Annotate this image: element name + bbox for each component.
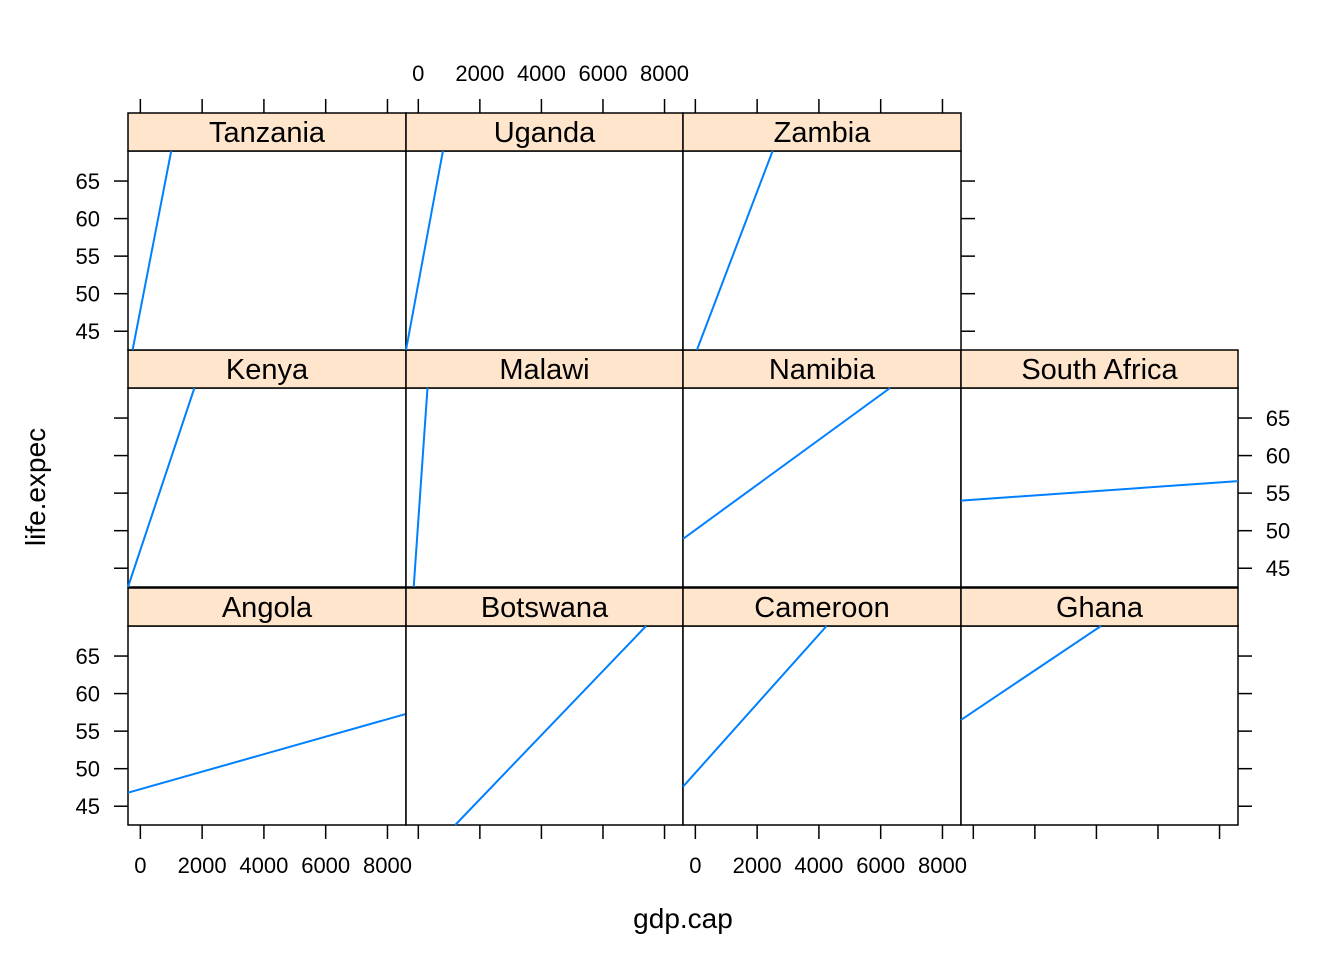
strip-label-kenya: Kenya <box>226 354 309 386</box>
series-line-zambia <box>695 150 774 351</box>
strip-label-south-africa: South Africa <box>1021 354 1178 386</box>
x-tick-label-bottom-c0-0: 0 <box>134 853 146 878</box>
y-tick-label-r1-45: 45 <box>1266 556 1290 581</box>
y-tick-label-r1-55: 55 <box>1266 481 1290 506</box>
panel-frame-tanzania <box>127 150 407 351</box>
strip-label-tanzania: Tanzania <box>209 117 326 149</box>
x-tick-label-top-c1-6000: 6000 <box>579 61 628 86</box>
x-tick-label-bottom-c2-0: 0 <box>689 853 701 878</box>
panel-frame-zambia <box>682 150 962 351</box>
strip-label-botswana: Botswana <box>481 592 609 624</box>
x-tick-label-bottom-c0-4000: 4000 <box>239 853 288 878</box>
y-axis-title: life.expec <box>20 428 51 546</box>
panels-layer: Angola Botswana Cameroon Ghana Kenya Malawi Na… <box>127 112 1239 826</box>
strip-angola <box>127 587 407 627</box>
series-line-uganda <box>405 150 444 351</box>
y-tick-label-r2-60: 60 <box>76 207 100 232</box>
panel-kenya: Kenya <box>127 349 407 588</box>
x-tick-label-bottom-c2-2000: 2000 <box>733 853 782 878</box>
x-tick-label-bottom-c2-4000: 4000 <box>794 853 843 878</box>
panel-namibia: Namibia <box>682 349 962 588</box>
series-line-south-africa <box>960 480 1239 502</box>
series-line-ghana <box>960 625 1102 721</box>
strip-kenya <box>127 349 407 389</box>
x-tick-label-bottom-c0-2000: 2000 <box>178 853 227 878</box>
panel-tanzania: Tanzania <box>127 112 407 351</box>
panel-frame-namibia <box>682 387 962 588</box>
panel-frame-ghana <box>960 625 1239 826</box>
strip-label-ghana: Ghana <box>1056 592 1144 624</box>
y-tick-label-r0-45: 45 <box>76 794 100 819</box>
strip-uganda <box>405 112 684 152</box>
ticks-layer: 45 50 55 60 65 45 50 55 60 65 45 50 55 60 65 0 2000 4000 6… <box>76 61 1291 878</box>
panel-frame-cameroon <box>682 625 962 826</box>
y-tick-label-r1-65: 65 <box>1266 406 1290 431</box>
x-tick-label-bottom-c0-8000: 8000 <box>363 853 412 878</box>
series-line-kenya <box>127 387 196 588</box>
y-tick-label-r0-60: 60 <box>76 682 100 707</box>
y-tick-label-r1-50: 50 <box>1266 519 1290 544</box>
y-tick-label-r0-50: 50 <box>76 757 100 782</box>
panel-angola: Angola <box>127 587 407 826</box>
panel-frame-angola <box>127 625 407 826</box>
series-line-cameroon <box>682 625 828 788</box>
x-tick-label-bottom-c0-6000: 6000 <box>301 853 350 878</box>
strip-botswana <box>405 587 684 627</box>
panel-ghana: Ghana <box>960 587 1239 826</box>
panel-frame-south-africa <box>960 387 1239 588</box>
strip-namibia <box>682 349 962 389</box>
x-tick-label-top-c1-0: 0 <box>412 61 424 86</box>
x-tick-label-top-c1-2000: 2000 <box>455 61 504 86</box>
x-axis-title: gdp.cap <box>633 903 733 934</box>
y-tick-label-r0-65: 65 <box>76 644 100 669</box>
y-tick-label-r2-55: 55 <box>76 244 100 269</box>
series-line-namibia <box>682 387 891 540</box>
panel-malawi: Malawi <box>405 349 684 588</box>
y-tick-label-r2-65: 65 <box>76 169 100 194</box>
series-line-malawi <box>412 387 429 588</box>
strip-label-namibia: Namibia <box>769 354 876 386</box>
y-tick-label-r2-50: 50 <box>76 282 100 307</box>
x-tick-label-top-c1-4000: 4000 <box>517 61 566 86</box>
strip-malawi <box>405 349 684 389</box>
panel-frame-malawi <box>405 387 684 588</box>
strip-cameroon <box>682 587 962 627</box>
panel-frame-botswana <box>405 625 684 826</box>
y-tick-label-r2-45: 45 <box>76 319 100 344</box>
panel-cameroon: Cameroon <box>682 587 962 826</box>
x-tick-label-top-c1-8000: 8000 <box>640 61 689 86</box>
strip-label-angola: Angola <box>222 592 313 624</box>
strip-label-cameroon: Cameroon <box>754 592 889 624</box>
panel-frame-kenya <box>127 387 407 588</box>
x-tick-label-bottom-c2-6000: 6000 <box>856 853 905 878</box>
panel-zambia: Zambia <box>682 112 962 351</box>
strip-label-zambia: Zambia <box>774 117 872 149</box>
strip-label-malawi: Malawi <box>499 354 589 386</box>
strip-south-africa <box>960 349 1239 389</box>
panel-south-africa: South Africa <box>960 349 1239 588</box>
series-line-angola <box>127 712 407 794</box>
strip-label-uganda: Uganda <box>494 117 596 149</box>
series-line-botswana <box>454 625 647 826</box>
y-tick-label-r1-60: 60 <box>1266 444 1290 469</box>
panel-botswana: Botswana <box>405 587 684 826</box>
strip-zambia <box>682 112 962 152</box>
series-line-tanzania <box>131 150 173 351</box>
y-tick-label-r0-55: 55 <box>76 719 100 744</box>
panel-frame-uganda <box>405 150 684 351</box>
x-tick-label-bottom-c2-8000: 8000 <box>918 853 967 878</box>
panel-uganda: Uganda <box>405 112 684 351</box>
